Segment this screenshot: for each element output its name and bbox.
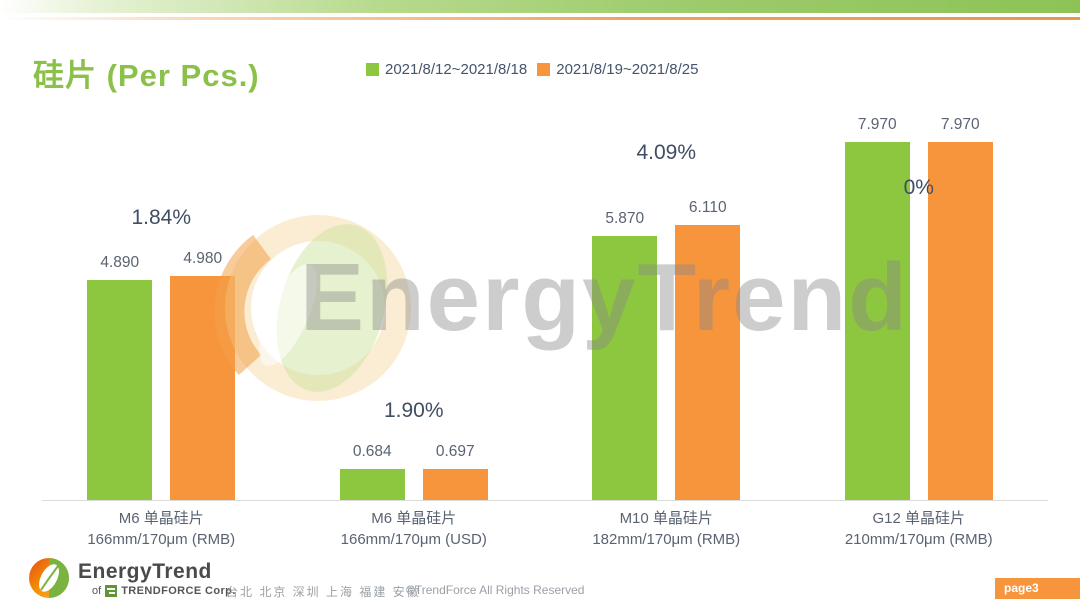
legend-label: 2021/8/19~2021/8/25 xyxy=(556,61,699,78)
category-label-line1: M6 单晶硅片 xyxy=(118,510,204,527)
bar-week1-group1 xyxy=(87,280,153,500)
category-label-line1: M10 单晶硅片 xyxy=(619,510,713,527)
bar-week2-group3 xyxy=(675,225,741,500)
change-label-group3: 4.09% xyxy=(636,141,697,165)
top-accent-line xyxy=(0,17,1080,20)
value-label-week1-group2: 0.684 xyxy=(352,443,392,461)
legend-label: 2021/8/12~2021/8/18 xyxy=(385,61,528,78)
page-number-badge: page3 xyxy=(995,578,1080,599)
legend-swatch-icon xyxy=(366,63,379,76)
logo-title: EnergyTrend xyxy=(78,559,212,583)
logo-subtitle-corp: TRENDFORCE Corp. xyxy=(121,584,236,597)
bar-week1-group3 xyxy=(592,236,658,500)
top-accent-band xyxy=(0,0,1080,13)
logo-subtitle-prefix: of xyxy=(92,584,102,597)
bar-week2-group1 xyxy=(170,276,236,500)
value-label-week2-group3: 6.110 xyxy=(688,199,727,217)
chart-legend: 2021/8/12~2021/8/18 2021/8/19~2021/8/25 xyxy=(366,61,698,78)
legend-swatch-icon xyxy=(537,63,551,76)
value-label-week1-group4: 7.970 xyxy=(857,115,897,133)
value-label-week2-group2: 0.697 xyxy=(435,442,475,460)
category-label-group2: M6 单晶硅片 166mm/170μm (USD) xyxy=(284,508,544,550)
bar-week2-group4 xyxy=(927,141,993,500)
x-axis-line xyxy=(42,500,1048,501)
bar-week1-group2 xyxy=(339,469,405,500)
category-label-line2: 166mm/170μm (USD) xyxy=(340,531,487,548)
footer-copyright: ©TrendForce All Rights Reserved xyxy=(406,583,585,597)
category-label-group1: M6 单晶硅片 166mm/170μm (RMB) xyxy=(31,508,291,550)
change-label-group1: 1.84% xyxy=(131,206,192,230)
value-label-week2-group4: 7.970 xyxy=(940,115,980,133)
category-label-group3: M10 单晶硅片 182mm/170μm (RMB) xyxy=(536,508,796,550)
page-title: 硅片 (Per Pcs.) xyxy=(33,58,260,93)
trendforce-mark-icon xyxy=(105,584,118,597)
change-label-group2: 1.90% xyxy=(383,398,444,422)
value-label-week1-group3: 5.870 xyxy=(605,210,645,228)
footer-locations: 台北 北京 深圳 上海 福建 安徽 xyxy=(226,585,421,599)
energytrend-logo: EnergyTrend of TRENDFORCE Corp. xyxy=(28,557,236,599)
category-label-line1: G12 单晶硅片 xyxy=(872,510,966,527)
value-label-week1-group1: 4.890 xyxy=(100,254,140,272)
category-label-line2: 166mm/170μm (RMB) xyxy=(87,531,236,548)
category-label-line2: 210mm/170μm (RMB) xyxy=(844,531,993,548)
energytrend-logo-icon xyxy=(29,558,69,598)
change-label-group4: 0% xyxy=(903,175,934,199)
bar-chart: 4.890 4.980 1.84% M6 单晶硅片 166mm/170μm (RMB) 0… xyxy=(35,100,1045,548)
legend-item-week1: 2021/8/12~2021/8/18 xyxy=(366,61,527,78)
value-label-week2-group1: 4.980 xyxy=(183,250,223,268)
legend-item-week2: 2021/8/19~2021/8/25 xyxy=(537,61,698,78)
logo-subtitle: of TRENDFORCE Corp. xyxy=(78,584,236,597)
category-label-line2: 182mm/170μm (RMB) xyxy=(592,531,741,548)
bar-week1-group4 xyxy=(844,141,910,500)
category-label-line1: M6 单晶硅片 xyxy=(371,510,457,527)
category-label-group4: G12 单晶硅片 210mm/170μm (RMB) xyxy=(789,508,1049,550)
bar-week2-group2 xyxy=(422,468,488,500)
